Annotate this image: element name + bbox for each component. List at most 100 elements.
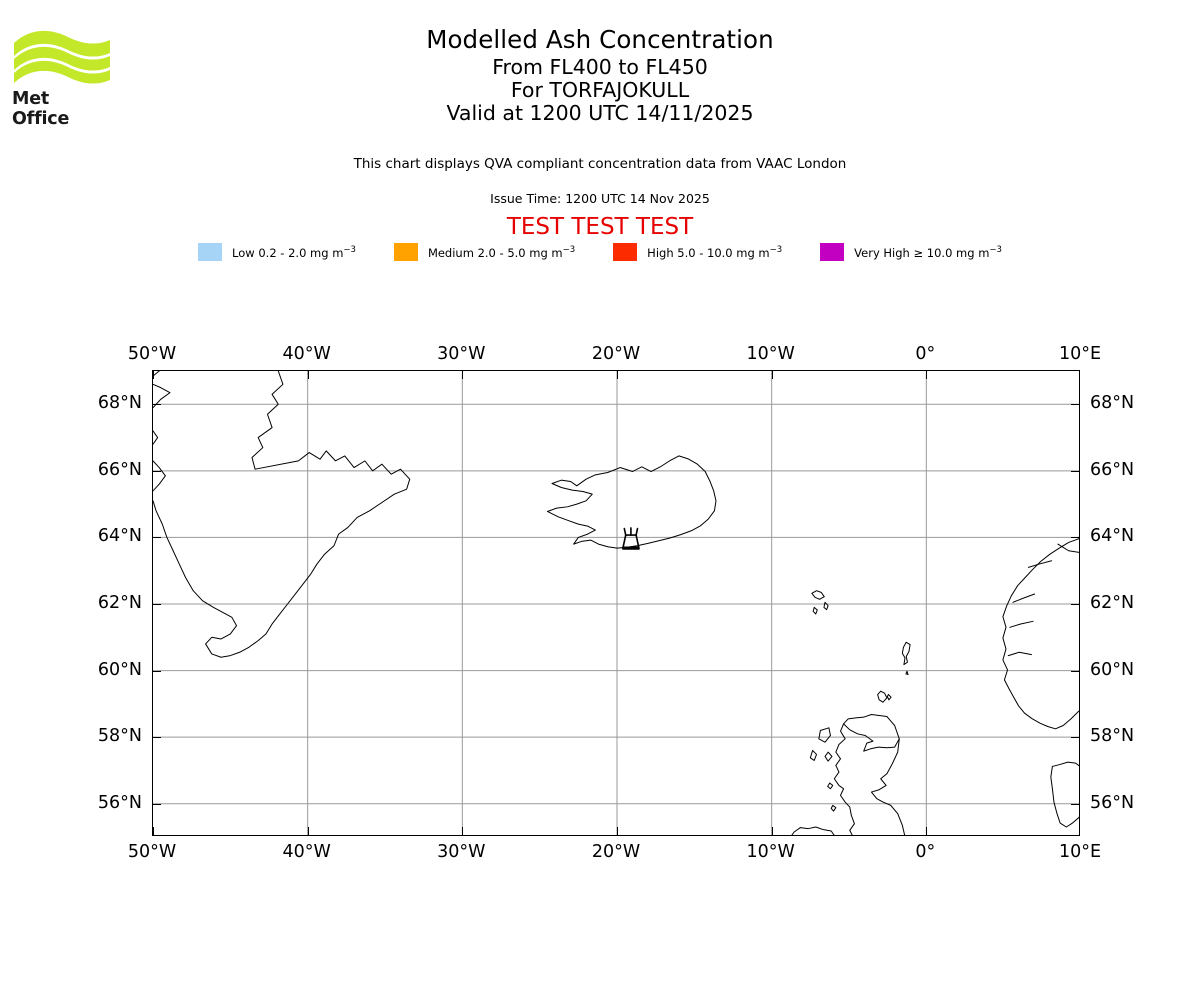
met-office-logo: Met Office [12,26,112,129]
qva-note: This chart displays QVA compliant concen… [353,156,847,172]
tick-lon-top [462,371,464,379]
volcano-eruption-line [623,527,627,536]
legend-label-high: High 5.0 - 10.0 mg m−3 [647,244,783,260]
axis-label-lat-right: 56°N [1090,792,1135,813]
coastlines [153,371,1079,835]
legend-item-low: Low 0.2 - 2.0 mg m−3 [198,243,394,261]
tick-lat-right [1071,404,1079,406]
map-container [152,370,1080,836]
axis-label-lat-left: 64°N [97,526,142,547]
tick-lat-right [1071,604,1079,605]
title-block: Modelled Ash Concentration From FL400 to… [0,27,1200,126]
legend-label-very-high: Very High ≥ 10.0 mg m−3 [854,244,1002,260]
tick-lat-left [153,670,161,672]
coastline-path [1012,593,1036,603]
tick-lat-left [153,803,161,805]
coastline-path [886,694,892,701]
axis-label-lon-top: 30°W [437,344,486,364]
coastline-path [870,738,906,835]
met-office-logo-text: Met Office [12,89,70,129]
tick-lon-bottom [307,827,309,835]
tick-lat-left [153,537,161,539]
axis-label-lon-bottom: 40°W [282,842,331,862]
legend-swatch-high [613,243,638,261]
axis-label-lon-bottom: 30°W [437,842,486,862]
coastline-path [153,371,411,658]
tick-lon-bottom [771,827,773,835]
coastline-path [1050,761,1079,828]
met-office-wave-mark [14,30,110,84]
issue-time: Issue Time: 1200 UTC 14 Nov 2025 [490,191,710,206]
tick-lat-left [153,404,161,406]
tick-lat-right [1071,737,1079,739]
coastline-path [827,782,834,790]
coastline-path [1002,538,1079,730]
coastline-path [153,383,171,409]
axis-label-lon-bottom: 10°W [746,842,795,862]
concentration-legend: Low 0.2 - 2.0 mg m−3 Medium 2.0 - 5.0 mg … [0,243,1200,261]
tick-lat-left [153,737,161,739]
map-canvas [153,371,1079,835]
axis-label-lat-right: 66°N [1090,459,1135,480]
axis-label-lat-right: 64°N [1090,526,1135,547]
legend-swatch-low [198,243,223,261]
legend-swatch-medium [393,243,418,261]
map-frame [152,370,1080,836]
valid-time-subtitle: Valid at 1200 UTC 14/11/2025 [446,100,754,125]
coastline-path [823,601,829,611]
coastline-path [1007,651,1033,657]
legend-item-high: High 5.0 - 10.0 mg m−3 [613,243,820,261]
tick-lon-bottom [617,827,618,835]
map-gridlines [153,371,1079,835]
axis-label-lat-left: 68°N [97,393,142,414]
tick-lat-left [153,604,161,605]
axis-label-lon-top: 10°W [746,344,795,364]
coastline-path [812,606,818,615]
coastline-path [153,430,159,445]
legend-item-very-high: Very High ≥ 10.0 mg m−3 [820,243,1002,261]
tick-lat-right [1071,803,1079,805]
tick-lon-bottom [926,827,928,835]
tick-lat-right [1071,670,1079,672]
axis-label-lat-right: 68°N [1090,393,1135,414]
axis-label-lon-bottom: 10°E [1058,842,1102,862]
coastline-path [1057,543,1079,553]
axis-label-lon-bottom: 50°W [127,842,177,862]
legend-item-medium: Medium 2.0 - 5.0 mg m−3 [393,243,613,261]
tick-lon-top [617,371,618,379]
axis-label-lat-right: 62°N [1090,593,1135,613]
axis-label-lon-bottom: 20°W [591,842,641,862]
coastline-path [833,723,855,835]
tick-lon-bottom [462,827,464,835]
coastline-path [809,749,818,761]
coastline-path [843,714,900,752]
axis-label-lat-left: 60°N [97,659,142,680]
tick-lat-right [1071,470,1079,472]
coastline-path [153,460,166,492]
axis-label-lon-top: 40°W [282,344,331,364]
coastline-path [901,641,911,666]
volcano-eruption-line [635,527,639,536]
tick-lat-right [1071,537,1079,539]
tick-lon-top [771,371,773,379]
axis-label-lon-bottom: 0° [915,842,936,862]
legend-swatch-very-high [820,243,845,261]
legend-label-low: Low 0.2 - 2.0 mg m−3 [232,244,356,260]
coastline-path [830,804,837,812]
coastline-path [811,590,825,600]
coastline-path [153,371,160,377]
flight-level-subtitle: From FL400 to FL450 [492,54,708,79]
axis-label-lon-top: 0° [915,344,936,364]
coastline-path [877,690,888,703]
legend-label-medium: Medium 2.0 - 5.0 mg m−3 [427,244,576,260]
axis-label-lat-left: 66°N [97,459,142,480]
axis-label-lat-right: 60°N [1090,659,1135,680]
coastline-path [791,827,801,835]
axis-label-lat-left: 56°N [97,792,142,813]
coastline-path [799,826,835,835]
coastline-path [824,751,833,762]
map-markers [621,527,640,550]
axis-label-lon-top: 50°W [127,344,177,364]
tick-lon-bottom [153,827,154,835]
volcano-marker [621,527,640,550]
